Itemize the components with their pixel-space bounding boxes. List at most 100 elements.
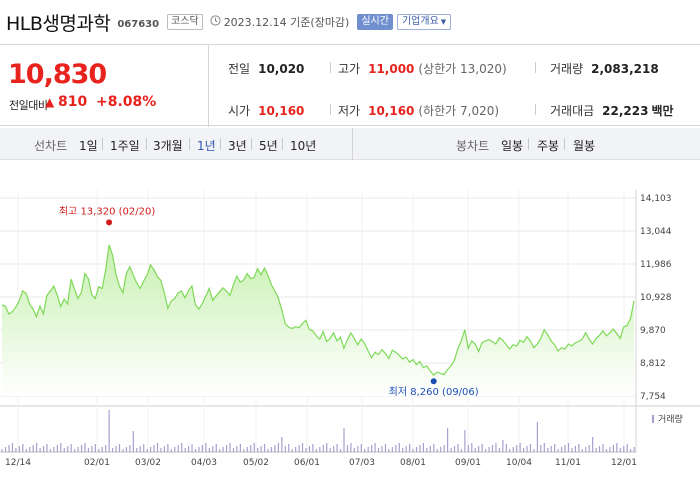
quote-date: 2023.12.14 기준(장마감): [223, 16, 350, 29]
stat-volume: 거래량 2,083,218: [550, 60, 659, 77]
divider: [189, 138, 190, 150]
volume-bar: [32, 445, 34, 452]
volume-bar: [15, 448, 17, 452]
volume-bar: [53, 447, 55, 452]
volume-bar: [422, 443, 425, 452]
volume-bar: [433, 444, 435, 452]
x-tick-label: 12/14: [5, 458, 31, 468]
volume-bar: [377, 448, 380, 452]
period-1d[interactable]: 1일: [79, 139, 98, 153]
candle-chart-label: 봉차트: [456, 139, 490, 153]
volume-bar: [495, 443, 497, 452]
volume-bar: [447, 428, 449, 452]
divider: [528, 138, 529, 150]
period-3m[interactable]: 3개월: [153, 139, 183, 153]
volume-bar: [46, 444, 48, 452]
volume-bar: [153, 445, 155, 452]
volume-bar: [212, 446, 214, 452]
period-5y[interactable]: 5년: [259, 139, 278, 153]
change-label: 전일대비: [9, 99, 48, 112]
stat-label: 저가: [338, 104, 361, 118]
candle-monthly[interactable]: 월봉: [573, 139, 596, 153]
volume-bar: [478, 446, 480, 452]
volume-bar: [554, 444, 556, 452]
stat-open: 시가 10,160: [228, 102, 304, 119]
x-tick-label: 06/01: [294, 458, 320, 468]
volume-bar: [602, 444, 604, 452]
volume-bar: [560, 447, 563, 452]
volume-bar: [346, 445, 349, 452]
volume-bar: [132, 431, 134, 452]
volume-bar: [284, 446, 286, 452]
volume-bar: [612, 445, 614, 452]
y-tick-label: 10,928: [640, 293, 672, 303]
volume-bars: [1, 410, 635, 452]
x-tick-label: 04/03: [191, 458, 217, 468]
volume-bar: [94, 444, 96, 452]
company-info-label: 기업개요: [401, 16, 439, 27]
divider: [330, 62, 331, 73]
x-tick-label: 05/02: [243, 458, 269, 468]
divider: [535, 62, 536, 73]
volume-bar: [460, 449, 463, 452]
up-arrow-icon: ▲: [45, 95, 55, 109]
volume-bar: [588, 445, 590, 452]
y-tick-label: 7,754: [640, 392, 666, 402]
volume-bar: [522, 448, 525, 452]
volume-bar: [605, 449, 608, 452]
volume-bar: [288, 444, 290, 452]
volume-bar: [156, 443, 159, 452]
volume-bar: [70, 444, 72, 452]
y-tick-label: 9,870: [640, 326, 666, 336]
volume-bar: [329, 448, 331, 452]
volume-bar: [42, 446, 45, 452]
company-info-dropdown[interactable]: 기업개요 ▼: [396, 14, 452, 30]
period-1w[interactable]: 1주일: [110, 139, 140, 153]
candle-daily[interactable]: 일봉: [501, 139, 524, 153]
stat-value: 10,160: [368, 104, 415, 118]
stock-code: 067630: [117, 18, 160, 30]
divider: [330, 104, 331, 115]
clock-icon: [210, 15, 221, 29]
period-10y[interactable]: 10년: [290, 139, 317, 153]
x-tick-label: 03/02: [135, 458, 161, 468]
volume-bar: [339, 449, 342, 452]
volume-bar: [315, 449, 317, 452]
volume-bar: [77, 447, 79, 452]
volume-bar: [18, 446, 20, 452]
volume-bar: [402, 448, 404, 452]
realtime-button[interactable]: 실시간: [357, 14, 393, 30]
stat-label: 거래대금: [550, 104, 595, 118]
price-area: [2, 244, 634, 396]
stat-amount: 거래대금 22,223 백만: [550, 102, 674, 119]
y-axis-labels: 14,103 13,044 11,986 10,928 9,870 8,812 7,754: [640, 194, 672, 402]
volume-bar: [630, 449, 632, 452]
chevron-down-icon: ▼: [440, 18, 447, 26]
volume-bar: [118, 444, 121, 452]
stat-value: 2,083,218: [591, 62, 659, 76]
volume-bar: [471, 443, 473, 452]
x-tick-label: 12/01: [611, 458, 637, 468]
y-tick-label: 14,103: [640, 194, 672, 204]
volume-bar: [74, 449, 76, 452]
stat-unit: 백만: [651, 104, 674, 118]
stock-header: HLB생명과학 067630 코스닥 2023.12.14 기준(장마감) 실시…: [0, 0, 700, 44]
volume-bar: [108, 410, 110, 452]
volume-bar: [619, 448, 621, 452]
volume-bar: [222, 447, 224, 452]
volume-bar: [429, 446, 431, 452]
volume-bar: [146, 449, 148, 452]
volume-bar: [453, 446, 456, 452]
y-tick-label: 11,986: [640, 260, 672, 270]
period-3y[interactable]: 3년: [228, 139, 247, 153]
volume-bar: [443, 445, 445, 452]
price-chart[interactable]: 14,10313,04411,98610,9289,8708,8127,754 …: [0, 160, 700, 487]
candle-weekly[interactable]: 주봉: [537, 139, 560, 153]
volume-bar: [550, 446, 552, 452]
volume-bar: [491, 445, 494, 452]
stat-high: 고가 11,000 (상한가 13,020): [338, 60, 507, 77]
volume-bar: [29, 447, 31, 452]
period-1y[interactable]: 1년: [197, 139, 216, 153]
volume-bar: [277, 443, 279, 452]
market-badge: 코스닥: [167, 14, 203, 30]
